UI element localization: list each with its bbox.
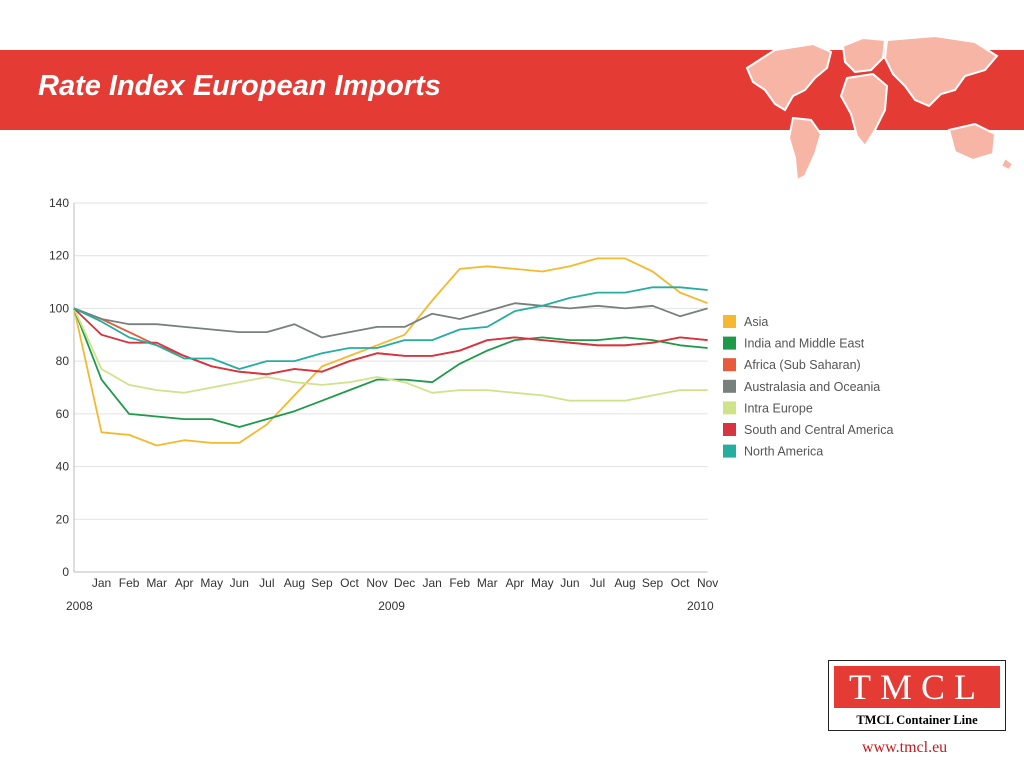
tmcl-logo: TMCL TMCL Container Line	[828, 660, 1006, 731]
x-tick-label: Jun	[230, 576, 249, 590]
legend-swatch	[723, 315, 736, 328]
x-tick-label: Jan	[92, 576, 111, 590]
legend-label: Australasia and Oceania	[744, 380, 880, 394]
series-line	[73, 307, 708, 376]
y-tick-label: 60	[56, 407, 70, 421]
x-tick-label: Dec	[394, 576, 415, 590]
chart-legend: Asia India and Middle East Africa (Sub Sah…	[723, 315, 893, 459]
x-tick-label: Oct	[671, 576, 690, 590]
x-tick-label: Apr	[505, 576, 524, 590]
x-tick-label: Jul	[590, 576, 605, 590]
x-axis-year-ticks: 2008 2009 2010	[66, 599, 714, 613]
x-tick-label: Mar	[146, 576, 167, 590]
legend-swatch	[723, 444, 736, 458]
page-title: Rate Index European Imports	[38, 70, 441, 102]
x-tick-label: May	[531, 576, 554, 590]
series-line	[73, 286, 708, 370]
series-line	[73, 308, 708, 402]
legend-swatch	[723, 423, 736, 436]
y-tick-label: 80	[56, 354, 70, 368]
legend-label: Intra Europe	[744, 401, 813, 415]
y-axis-ticks: 0 20 40 60 80 100 120 140	[49, 196, 69, 579]
legend-swatch	[723, 379, 736, 393]
x-tick-label: Mar	[477, 576, 498, 590]
x-tick-label: Feb	[119, 576, 140, 590]
legend-swatch	[723, 401, 736, 415]
x-axis-month-ticks: Jan Feb Mar Apr May Jun Jul Aug Sep Oct Nov Dec Jan F…	[92, 576, 718, 590]
legend-label: South and Central America	[744, 423, 893, 437]
y-tick-label: 120	[49, 249, 69, 263]
x-year-label: 2009	[378, 599, 405, 613]
footer-url[interactable]: www.tmcl.eu	[862, 739, 948, 756]
y-tick-label: 140	[49, 196, 69, 210]
x-tick-label: Jan	[422, 576, 441, 590]
x-tick-label: Apr	[175, 576, 194, 590]
series-line	[73, 307, 708, 376]
x-tick-label: Feb	[449, 576, 470, 590]
legend-swatch	[723, 358, 736, 372]
legend-label: India and Middle East	[744, 337, 865, 351]
series-line	[73, 257, 708, 447]
legend-swatch	[723, 336, 736, 350]
x-year-label: 2010	[687, 599, 714, 613]
legend-label: Asia	[744, 315, 768, 329]
legend-label: North America	[744, 445, 823, 459]
x-tick-label: Aug	[284, 576, 305, 590]
chart-grid	[73, 202, 708, 573]
x-tick-label: Nov	[697, 576, 718, 590]
x-tick-label: Sep	[642, 576, 664, 590]
legend-label: Africa (Sub Saharan)	[744, 358, 861, 372]
x-year-label: 2008	[66, 599, 93, 613]
y-tick-label: 40	[56, 460, 70, 474]
series-line	[73, 302, 708, 339]
y-tick-label: 100	[49, 301, 69, 315]
world-map-decoration	[745, 34, 1015, 182]
x-tick-label: Sep	[311, 576, 333, 590]
x-tick-label: Jun	[560, 576, 579, 590]
x-tick-label: May	[200, 576, 223, 590]
x-tick-label: Jul	[259, 576, 274, 590]
x-tick-label: Nov	[366, 576, 387, 590]
logo-subtitle: TMCL Container Line	[856, 713, 978, 727]
logo-brand: TMCL	[834, 666, 1000, 708]
x-tick-label: Oct	[340, 576, 359, 590]
x-tick-label: Aug	[614, 576, 635, 590]
y-tick-label: 0	[62, 565, 69, 579]
y-tick-label: 20	[56, 512, 70, 526]
chart-series-lines	[73, 257, 708, 447]
